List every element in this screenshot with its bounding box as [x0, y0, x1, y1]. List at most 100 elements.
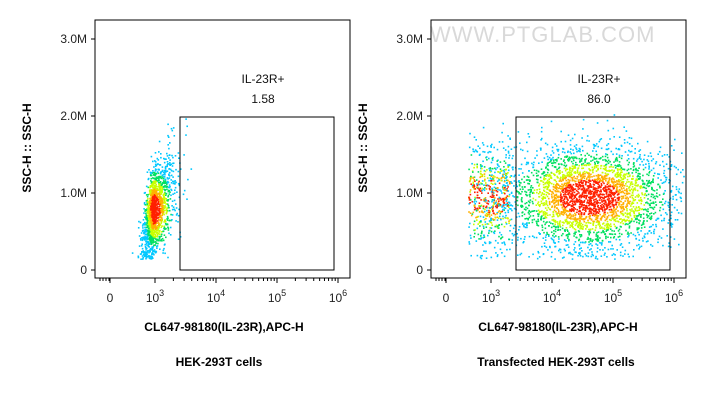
event-dot	[141, 238, 144, 241]
event-dot	[541, 192, 544, 194]
event-dot	[602, 167, 605, 170]
event-dot	[166, 210, 168, 213]
event-dot	[468, 180, 471, 183]
event-dot	[675, 188, 678, 191]
event-dot	[164, 178, 167, 181]
event-dot	[597, 194, 599, 197]
event-dot	[636, 218, 638, 221]
event-dot	[616, 165, 618, 167]
event-dot	[152, 215, 154, 217]
event-dot	[611, 182, 614, 184]
event-dot	[541, 137, 543, 140]
event-dot	[470, 175, 472, 178]
event-dot	[544, 185, 547, 188]
event-dot	[663, 217, 666, 220]
event-dot	[537, 250, 539, 253]
event-dot	[147, 198, 149, 200]
event-dot	[163, 198, 166, 200]
event-dot	[600, 205, 602, 207]
event-dot	[541, 197, 543, 200]
event-dot	[473, 185, 476, 188]
event-dot	[498, 204, 500, 207]
event-dot	[153, 194, 155, 196]
event-dot	[497, 205, 499, 207]
event-dot	[608, 179, 611, 181]
event-dot	[546, 195, 549, 198]
event-dot	[586, 190, 588, 192]
event-dot	[176, 212, 178, 215]
event-dot	[517, 191, 519, 193]
event-dot	[562, 160, 565, 162]
event-dot	[564, 165, 567, 168]
event-dot	[143, 255, 146, 258]
event-dot	[643, 183, 646, 186]
event-dot	[170, 127, 173, 130]
event-dot	[570, 172, 573, 174]
event-dot	[590, 193, 593, 195]
event-dot	[617, 230, 620, 232]
event-dot	[154, 210, 157, 212]
event-dot	[660, 201, 663, 203]
event-dot	[151, 248, 153, 251]
event-dot	[663, 154, 666, 156]
event-dot	[567, 193, 570, 196]
event-dot	[142, 253, 145, 256]
event-dot	[594, 145, 597, 147]
event-dot	[542, 217, 545, 220]
event-dot	[546, 185, 548, 188]
event-dot	[652, 189, 655, 192]
event-dot	[556, 221, 558, 223]
event-dot	[555, 185, 557, 188]
event-dot	[156, 157, 159, 160]
event-dot	[620, 166, 623, 169]
event-dot	[604, 190, 606, 192]
event-dot	[591, 166, 594, 169]
event-dot	[604, 228, 606, 230]
event-dot	[567, 189, 569, 191]
event-dot	[596, 236, 599, 238]
event-dot	[631, 145, 633, 147]
event-dot	[579, 235, 582, 238]
event-dot	[671, 223, 674, 226]
event-dot	[476, 194, 479, 197]
event-dot	[612, 184, 615, 186]
event-dot	[511, 157, 514, 160]
event-dot	[628, 234, 630, 237]
event-dot	[495, 200, 498, 202]
event-dot	[589, 222, 592, 224]
event-dot	[531, 219, 534, 221]
event-dot	[652, 158, 655, 160]
event-dot	[153, 233, 155, 235]
event-dot	[580, 247, 582, 249]
event-dot	[488, 213, 491, 216]
event-dot	[150, 206, 152, 208]
event-dot	[144, 226, 146, 229]
event-dot	[605, 223, 608, 225]
event-dot	[582, 206, 585, 209]
event-dot	[563, 239, 566, 241]
event-dot	[479, 164, 482, 166]
event-dot	[157, 232, 160, 235]
event-dot	[161, 237, 164, 240]
event-dot	[590, 212, 592, 215]
event-dot	[178, 184, 181, 187]
event-dot	[482, 216, 485, 218]
event-dot	[162, 180, 165, 182]
event-dot	[145, 200, 148, 202]
event-dot	[510, 148, 513, 150]
event-dot	[607, 187, 610, 190]
event-dot	[663, 181, 665, 184]
event-dot	[587, 192, 590, 194]
event-dot	[579, 241, 582, 244]
event-dot	[628, 255, 630, 258]
event-dot	[551, 196, 553, 199]
event-dot	[632, 157, 635, 160]
event-dot	[607, 195, 609, 198]
event-dot	[587, 236, 589, 239]
event-dot	[609, 202, 612, 205]
event-dot	[154, 203, 157, 205]
event-dot	[639, 177, 641, 180]
event-dot	[511, 239, 514, 241]
event-dot	[468, 203, 470, 205]
event-dot	[582, 171, 584, 174]
